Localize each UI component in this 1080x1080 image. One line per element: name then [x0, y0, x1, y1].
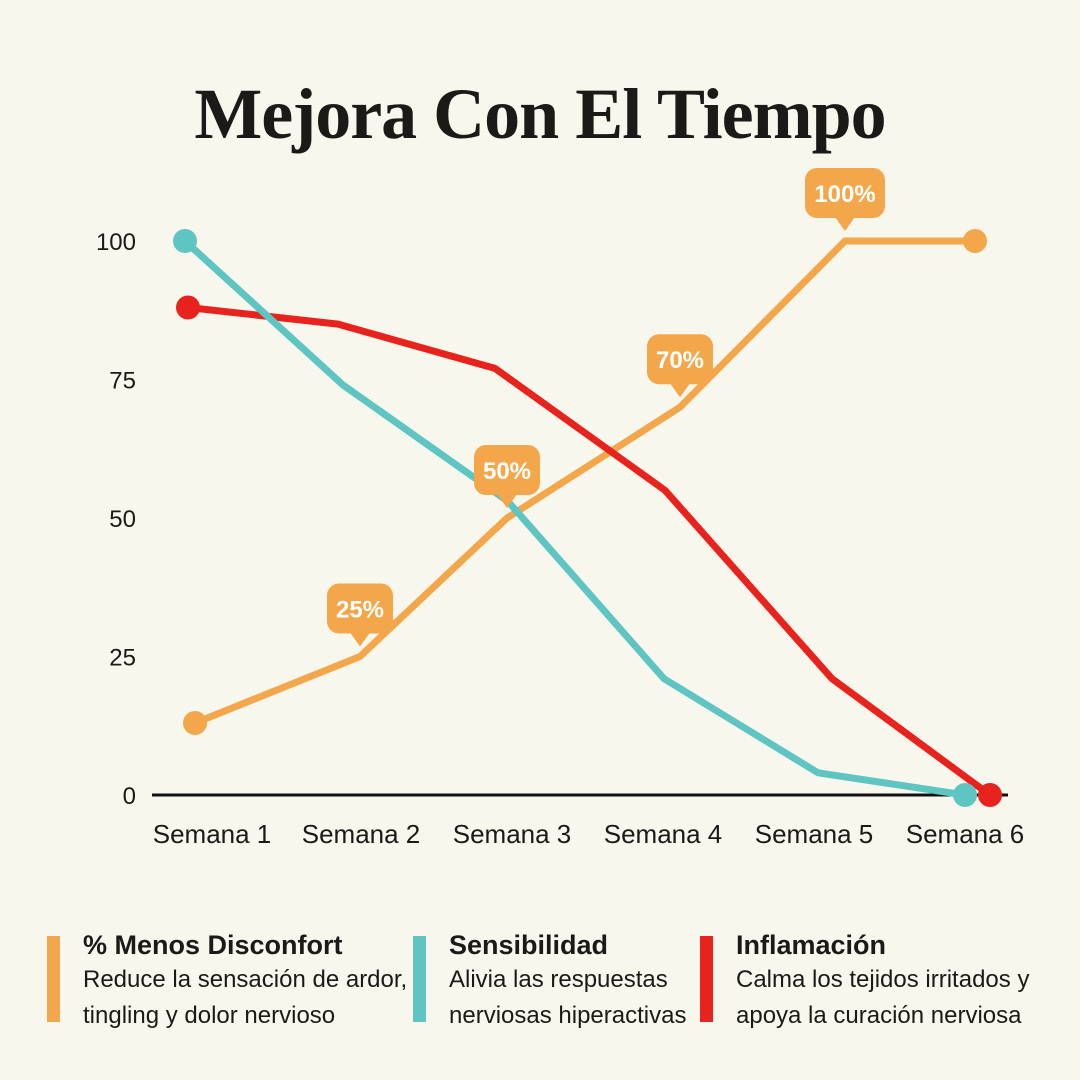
- legend-title: Sensibilidad: [449, 930, 609, 960]
- legend-item-discomfort: % Menos Disconfort Reduce la sensación d…: [47, 928, 407, 1034]
- legend-swatch-teal: [413, 936, 426, 1022]
- value-bubble-tip: [670, 383, 690, 398]
- legend-swatch-orange: [47, 936, 60, 1022]
- page-title: Mejora Con El Tiempo: [194, 74, 886, 155]
- data-point-dot-orange: [183, 711, 207, 735]
- y-axis-tick-label: 0: [123, 783, 136, 810]
- y-axis-tick-label: 25: [109, 645, 136, 672]
- data-point-dot-teal: [953, 783, 977, 807]
- legend-description-line: apoya la curación nerviosa: [736, 1002, 1022, 1029]
- chart-legend: % Menos Disconfort Reduce la sensación d…: [0, 928, 1080, 1048]
- y-axis-tick-label: 100: [96, 229, 136, 256]
- value-bubble-tip: [350, 632, 370, 647]
- data-point-dot-red: [978, 783, 1002, 807]
- value-bubble: [805, 168, 885, 218]
- legend-item-sensitivity: Sensibilidad Alivia las respuestas nervi…: [413, 928, 686, 1034]
- x-axis-label: Semana 4: [604, 819, 723, 849]
- x-axis-label: Semana 3: [453, 819, 572, 849]
- data-point-dot-red: [176, 295, 200, 320]
- legend-swatch-red: [700, 936, 713, 1022]
- y-axis-tick-label: 50: [109, 506, 136, 533]
- legend-title: Inflamación: [736, 930, 887, 960]
- legend-description-line: Reduce la sensación de ardor,: [83, 966, 408, 993]
- x-axis-label: Semana 1: [153, 819, 272, 849]
- x-axis-label: Semana 5: [755, 819, 874, 849]
- legend-description-line: Calma los tejidos irritados y: [736, 966, 1030, 993]
- value-bubble-tip: [835, 217, 855, 231]
- value-bubble-label: 25%: [336, 597, 384, 624]
- legend-description-line: tingling y dolor nervioso: [83, 1002, 336, 1029]
- value-bubble-tip: [497, 494, 517, 508]
- value-bubble: [474, 445, 540, 495]
- series-line-orange: [191, 237, 979, 727]
- data-point-dot-orange: [963, 229, 987, 253]
- legend-description-line: Alivia las respuestas: [449, 966, 668, 993]
- series-line-red: [184, 304, 994, 799]
- series-line-teal: [181, 237, 969, 799]
- value-bubble-label: 50%: [483, 458, 531, 485]
- legend-item-inflammation: Inflamación Calma los tejidos irritados …: [700, 928, 1029, 1034]
- value-bubble-label: 70%: [656, 347, 704, 374]
- x-axis-label: Semana 2: [302, 819, 421, 849]
- value-bubble: [327, 583, 393, 634]
- y-axis-tick-label: 75: [109, 368, 136, 395]
- value-bubble: [647, 334, 713, 385]
- legend-title: % Menos Disconfort: [83, 930, 343, 960]
- line-chart: 0 25 50 75 100 Semana 1 Semana 2 Semana 3 Semana…: [96, 168, 1025, 849]
- x-axis-label: Semana 6: [906, 819, 1025, 849]
- value-bubble-label: 100%: [814, 181, 875, 208]
- legend-description-line: nerviosas hiperactivas: [449, 1002, 687, 1029]
- data-point-dot-teal: [173, 229, 197, 253]
